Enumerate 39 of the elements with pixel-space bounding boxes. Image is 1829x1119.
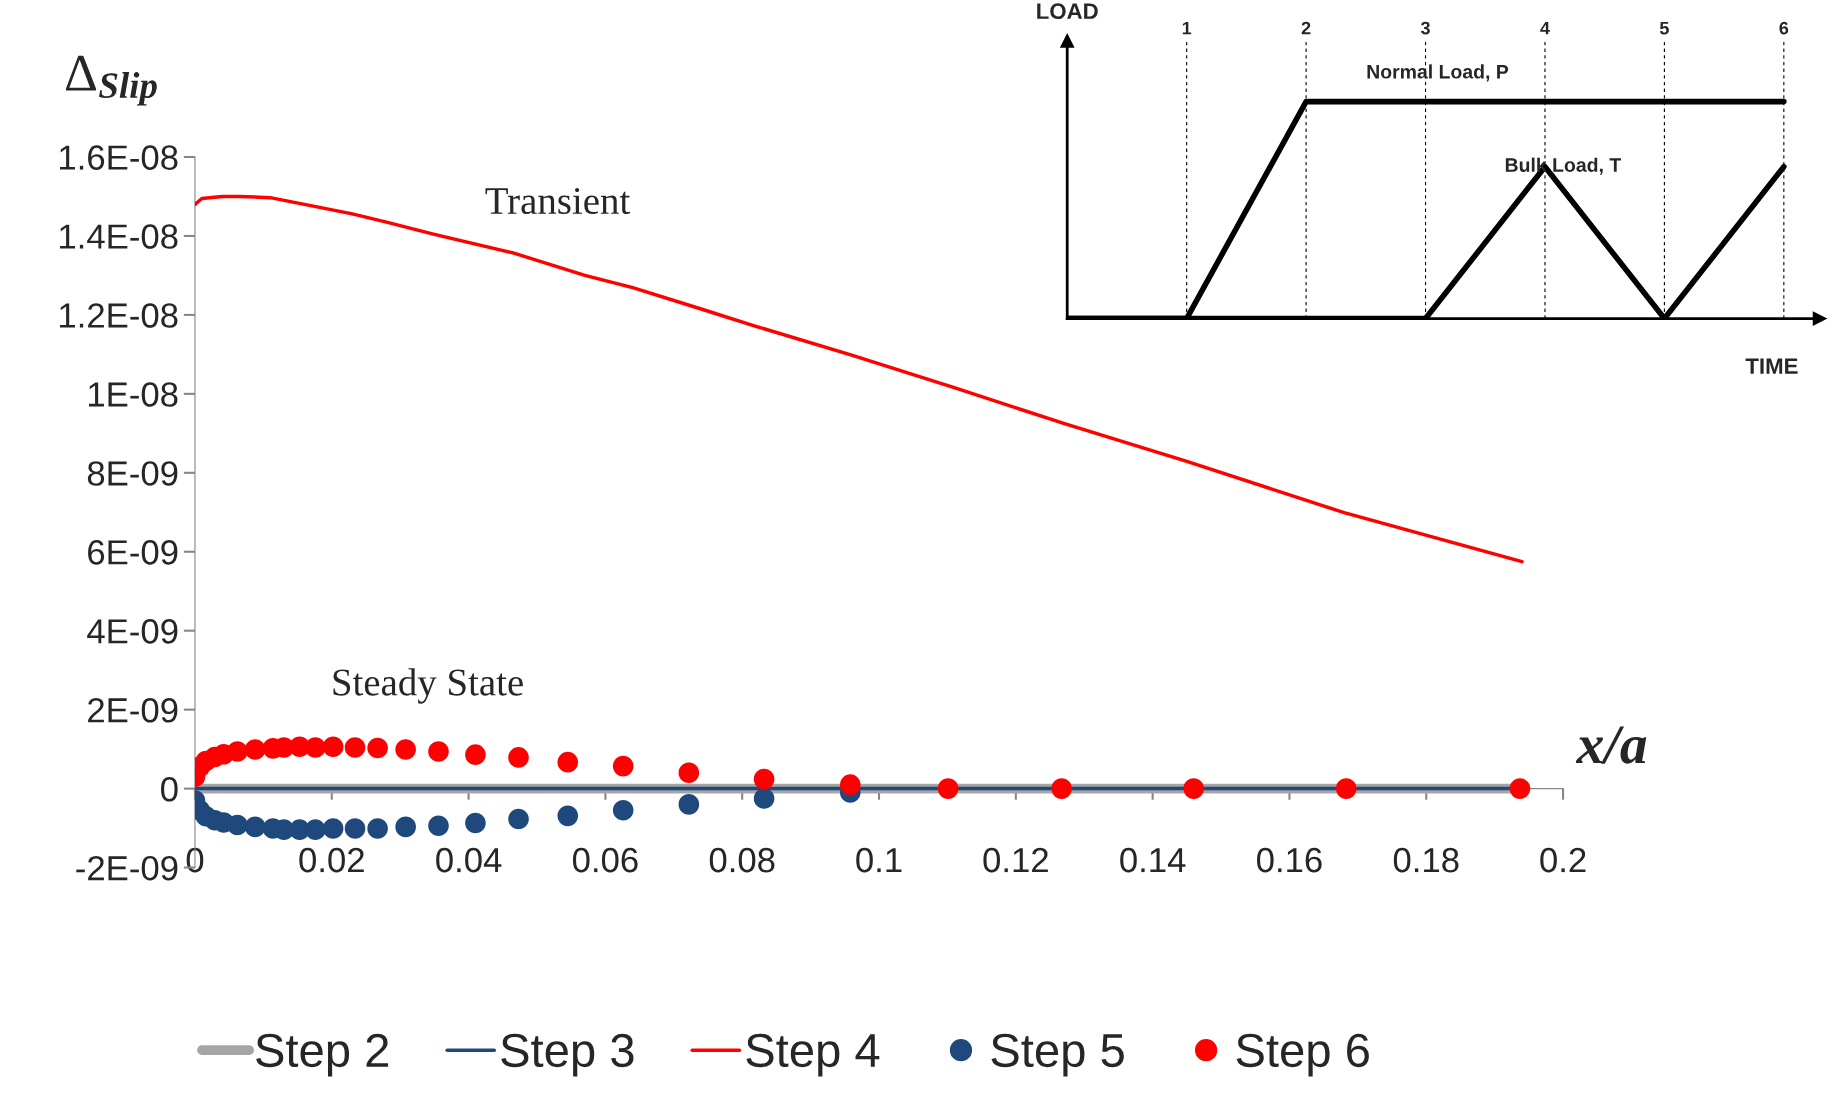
annotation: Transient	[485, 187, 631, 215]
x-tick-label: 0.1	[856, 847, 902, 873]
x-tick-label: 0.2	[1540, 847, 1586, 873]
legend-label: Step 6	[1236, 1033, 1369, 1077]
x-tick-label: 0.02	[299, 847, 364, 873]
y-tick-label: 4E-09	[87, 619, 178, 644]
y-tick-label: 1.2E-08	[60, 303, 178, 328]
legend-label: Step 3	[501, 1033, 634, 1077]
x-tick-label: 4	[1540, 21, 1550, 35]
y-tick-label: 1E-08	[89, 382, 178, 407]
y-tick-label: -2E-09	[76, 855, 178, 881]
x-tick-label: 0.08	[709, 847, 775, 873]
annotation: Steady State	[333, 668, 523, 704]
x-tick-label: 0.04	[436, 847, 502, 873]
legend-label: Step 4	[746, 1033, 880, 1077]
x-tick-label: 5	[1659, 21, 1669, 35]
x-tick-label: 3	[1420, 21, 1430, 35]
x-tick-label: 6	[1779, 21, 1789, 35]
y-tick-label: 2E-09	[88, 697, 178, 723]
x-tick-label: 0.14	[1120, 847, 1186, 873]
y-axis-title: LOAD	[1037, 3, 1098, 20]
legend-label: Step 5	[991, 1033, 1124, 1077]
x-tick-label: 0.12	[983, 847, 1048, 873]
legend-label: Step 2	[256, 1033, 389, 1077]
y-tick-label: 8E-09	[87, 461, 178, 486]
y-tick-label: 1.4E-08	[60, 224, 178, 249]
y-tick-label: 6E-09	[88, 540, 178, 565]
x-tick-label: 0.18	[1393, 847, 1459, 873]
y-axis-title: Δ$_{Slip}$	[66, 55, 157, 106]
x-tick-label: 0.16	[1257, 847, 1322, 873]
y-tick-label: 1.6E-08	[60, 145, 178, 170]
x-axis-title: TIME	[1745, 358, 1798, 374]
x-tick-label: 0	[186, 847, 204, 873]
series-label: Normal Load, P	[1367, 64, 1509, 82]
x-axis-title: x/a	[1575, 726, 1647, 764]
y-tick-label: 0	[161, 776, 178, 802]
x-tick-label: 2	[1301, 21, 1311, 35]
x-tick-label: 1	[1182, 21, 1192, 35]
x-tick-label: 0.06	[572, 847, 638, 873]
